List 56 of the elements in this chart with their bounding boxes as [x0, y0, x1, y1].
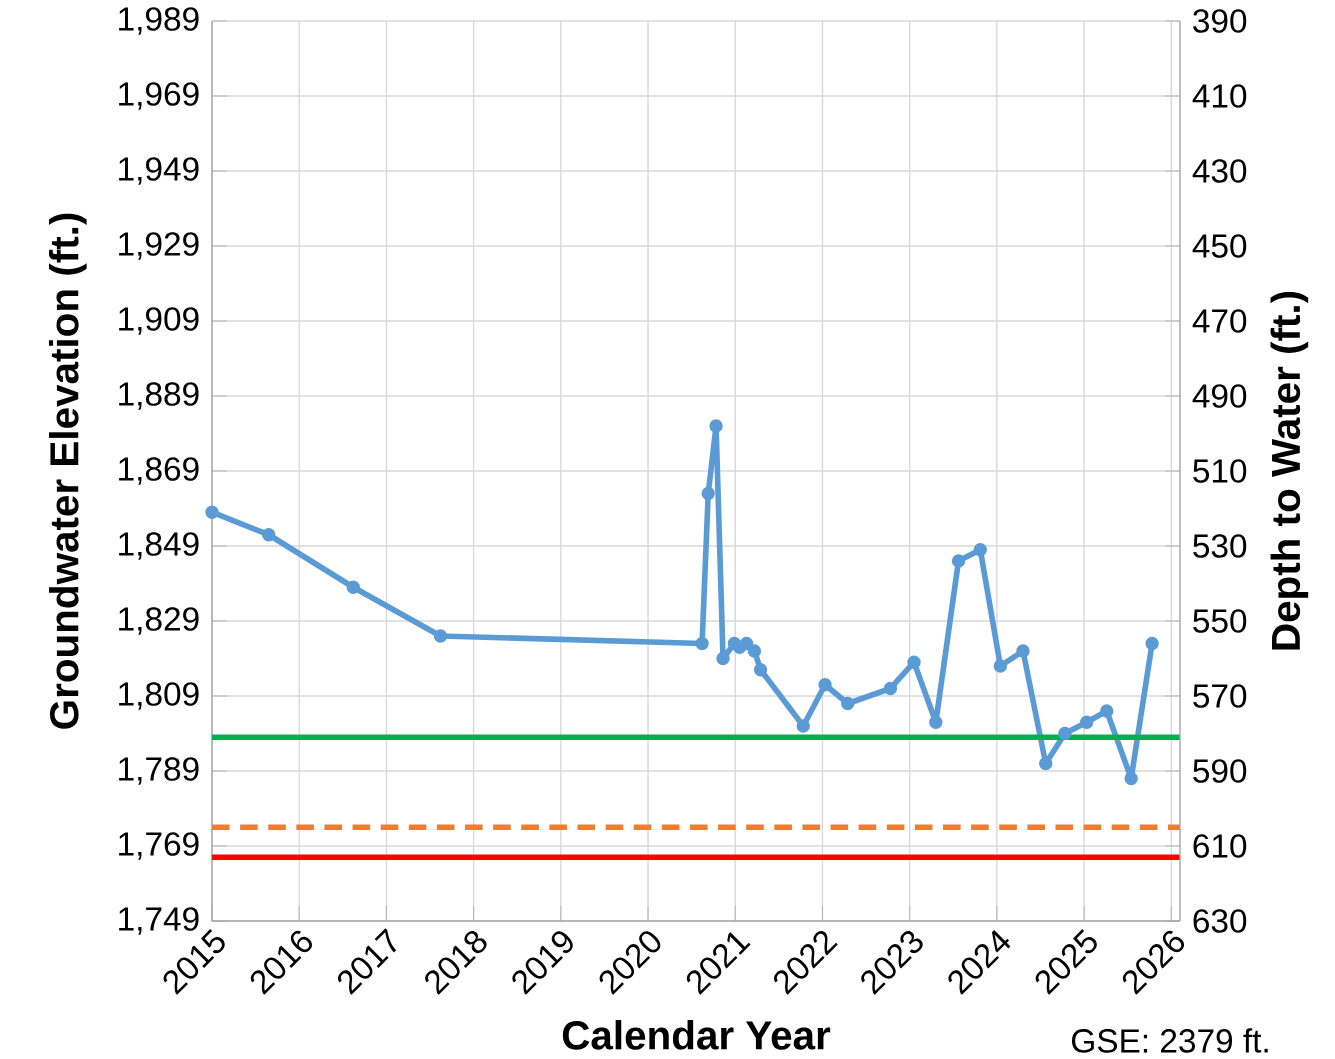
point [739, 636, 754, 651]
y-tick-label: 1,869 [119, 457, 199, 485]
point [1124, 771, 1138, 786]
point [709, 419, 723, 433]
point [1058, 726, 1072, 741]
point [262, 528, 276, 542]
point [993, 659, 1008, 673]
y2-tick-label: 390 [1193, 9, 1247, 33]
y2-tick-label: 610 [1193, 834, 1247, 858]
point [1039, 756, 1053, 771]
y2-tick-label: 550 [1193, 609, 1247, 633]
y-tick-label: 1,929 [119, 232, 199, 260]
point [796, 719, 810, 733]
y2-tick-label: 470 [1192, 309, 1247, 333]
point [883, 681, 898, 696]
y2-tick-label: 410 [1192, 84, 1247, 108]
y2-tick-label: 630 [1193, 909, 1247, 933]
point [716, 651, 730, 666]
point [951, 554, 966, 568]
y-tick-label: 1,989 [119, 7, 199, 35]
y2-axis-title: Depth to Water (ft.) [1270, 291, 1309, 650]
x-axis-title: Calendar Year [562, 1020, 831, 1050]
y-tick-label: 1,769 [119, 832, 199, 860]
point [695, 636, 709, 651]
y-tick-label: 1,849 [119, 532, 199, 560]
y2-tick-label: 530 [1193, 534, 1247, 558]
y-tick-label: 1,809 [119, 682, 199, 710]
y2-tick-label: 490 [1192, 384, 1247, 408]
y-tick-label: 1,969 [119, 82, 199, 110]
point [907, 655, 921, 669]
point [753, 663, 768, 677]
point [701, 486, 715, 501]
point [1080, 715, 1094, 729]
y-tick-label: 1,949 [119, 157, 199, 185]
point [1016, 644, 1030, 658]
y2-tick-label: 570 [1193, 684, 1247, 708]
y2-tick-label: 430 [1192, 159, 1247, 183]
text: GSE: 2379 ft. [1071, 1028, 1268, 1053]
point [841, 696, 855, 711]
y2-tick-label: 510 [1193, 459, 1247, 483]
y-tick-label: 1,829 [119, 607, 199, 635]
point [433, 629, 448, 643]
y-axis-title: Groundwater Elevation (ft.) [48, 213, 87, 729]
y-tick-label: 1,789 [119, 757, 199, 785]
point [1145, 636, 1159, 651]
point [747, 644, 762, 658]
point [973, 543, 987, 557]
y-tick-label: 1,889 [119, 382, 199, 410]
point [1100, 704, 1114, 718]
point [818, 678, 832, 692]
point [346, 580, 360, 594]
y2-tick-label: 450 [1192, 234, 1247, 258]
point [929, 715, 943, 729]
y-tick-label: 1,909 [119, 307, 199, 335]
y2-tick-label: 590 [1193, 759, 1247, 783]
point [205, 505, 219, 519]
